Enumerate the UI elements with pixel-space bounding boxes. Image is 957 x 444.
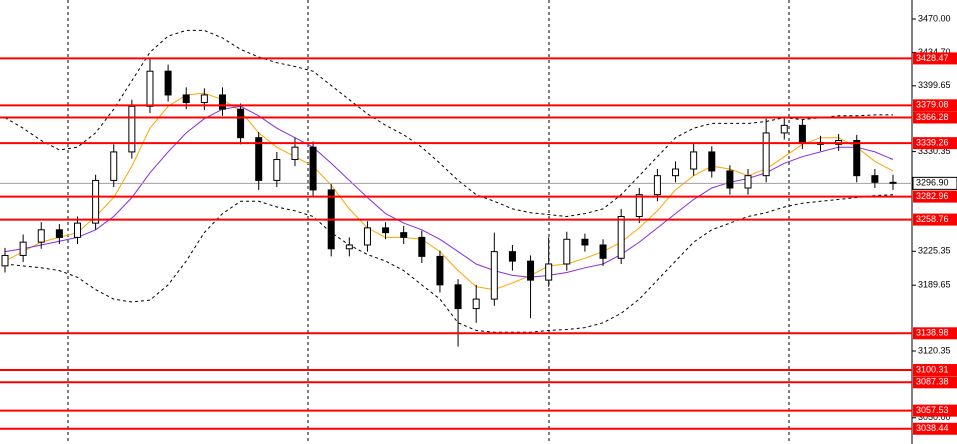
candle-body [454,284,462,310]
level-label: 3379.08 [916,100,949,110]
candle-body [871,175,879,183]
y-tick-label: 3330.35 [918,146,951,156]
level-label: 3282.96 [916,191,949,201]
level-label-box [913,137,957,150]
candle-body [345,244,353,250]
level-label-box [913,190,957,203]
candle-body [508,251,516,262]
candle-body [92,179,100,224]
level-label: 3038.44 [916,423,949,433]
y-tick-label: 3434.70 [918,47,951,57]
candle-body [472,298,480,310]
level-label-box [913,364,957,377]
candle-body [853,140,861,177]
candle-body [1,254,9,267]
level-label: 3258.76 [916,214,949,224]
candle-body [490,251,498,300]
level-label: 3428.47 [916,53,949,63]
candle-body [55,229,63,238]
level-label-box [913,376,957,389]
y-tick-label: 3050.00 [918,412,951,422]
candle-body [653,175,661,196]
candle-body [545,263,553,281]
candle-body [599,244,607,259]
candle-body [146,70,154,107]
level-label: 3138.98 [916,328,949,338]
candle-body [617,215,625,259]
level-label-box [913,404,957,417]
candle-body [291,146,299,161]
candle-body [527,260,535,281]
candle-body [128,105,136,153]
level-label: 3366.28 [916,112,949,122]
candle-body [418,236,426,257]
level-label-box [913,422,957,435]
level-label: 3100.31 [916,364,949,374]
candle-body [400,232,408,238]
level-label: 3087.38 [916,377,949,387]
current-price-label: 3296.90 [916,178,949,188]
band-line [4,29,893,218]
candle-body [110,151,118,181]
candle-body [581,238,589,246]
level-label-box [913,52,957,65]
current-price-box [912,176,957,190]
y-tick-label: 3225.35 [918,246,951,256]
candle-body [237,108,245,139]
candle-body [200,94,208,104]
candle-body [889,181,897,184]
candle-body [164,70,172,96]
level-label: 3057.53 [916,405,949,415]
candle-body [708,151,716,172]
level-label-box [913,111,957,124]
candle-body [382,227,390,234]
level-label-box [913,99,957,112]
candle-body [690,151,698,170]
candle-body [273,159,281,181]
candle-body [73,222,81,238]
candle-body [19,241,27,256]
candle-body [218,94,226,110]
candle-body [255,137,263,181]
level-label-box [913,213,957,226]
candle-body [635,194,643,217]
candle-body [726,170,734,189]
level-label: 3339.26 [916,138,949,148]
candle-body [182,94,190,104]
level-label-box [913,327,957,340]
y-tick-label: 3189.65 [918,280,951,290]
candle-body [436,255,444,286]
ma-line [4,92,894,291]
candle-body [762,132,770,177]
candle-body [780,124,788,134]
candle-body [744,175,752,189]
candle-body [363,227,371,246]
candle-body [563,238,571,265]
candle-body [37,229,45,243]
y-tick-label: 3120.35 [918,345,951,355]
candle-body [309,146,317,191]
y-tick-label: 3399.65 [918,80,951,90]
candle-body [798,124,806,143]
band-line [4,194,894,333]
candle-body [672,168,680,177]
y-tick-label: 3470.00 [918,13,951,23]
